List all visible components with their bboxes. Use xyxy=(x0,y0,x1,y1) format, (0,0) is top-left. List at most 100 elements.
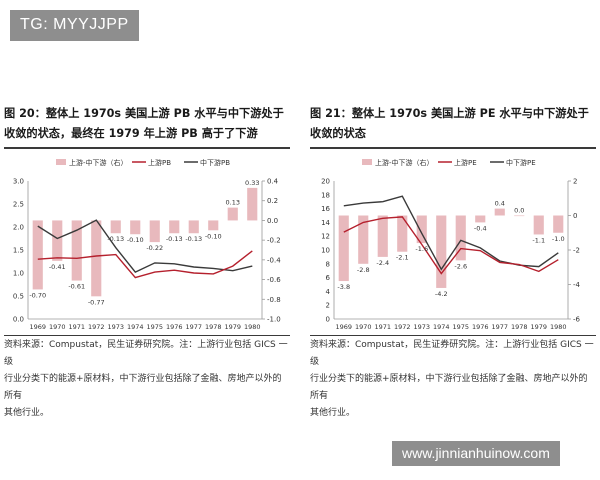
left-axis-tick-label: 4 xyxy=(326,288,331,296)
title-rule xyxy=(310,147,596,149)
bar xyxy=(377,215,388,257)
x-axis-tick-label: 1976 xyxy=(166,323,183,331)
legend-swatch-bar xyxy=(56,159,66,165)
bar-data-label: 0.4 xyxy=(495,200,505,208)
x-axis-tick-label: 1977 xyxy=(491,323,508,331)
bar-data-label: -2.4 xyxy=(376,259,389,267)
source-line3: 其他行业。 xyxy=(310,408,356,418)
bar-data-label: -2.1 xyxy=(396,254,409,262)
bar xyxy=(71,220,82,281)
x-axis-tick-label: 1973 xyxy=(107,323,124,331)
left-axis-tick-label: 18 xyxy=(321,191,330,199)
x-axis-tick-label: 1978 xyxy=(205,323,222,331)
left-axis-tick-label: 10 xyxy=(321,247,330,255)
bar xyxy=(338,215,349,282)
bar xyxy=(52,220,63,261)
series-line-upstream xyxy=(343,216,559,275)
x-axis-tick-label: 1969 xyxy=(29,323,46,331)
bar xyxy=(208,220,219,231)
figure-20-panel: 图 20：整体上 1970s 美国上游 PB 水平与中下游处于 收敛的状态，最终… xyxy=(4,104,290,422)
bar-data-label: -1.1 xyxy=(532,236,545,244)
bar-data-label: -3.8 xyxy=(337,283,350,291)
x-axis-tick-label: 1971 xyxy=(68,323,85,331)
x-axis-tick-label: 1971 xyxy=(374,323,391,331)
series-line-downstream xyxy=(37,219,253,273)
left-axis-tick-label: 2.0 xyxy=(13,224,24,232)
bar-data-label: 0.13 xyxy=(226,199,240,207)
bar-data-label: -4.2 xyxy=(435,290,448,298)
bar xyxy=(553,215,564,233)
bar-data-label: -0.4 xyxy=(474,224,487,232)
source-line3: 其他行业。 xyxy=(4,408,50,418)
bar-data-label: -0.61 xyxy=(68,283,85,291)
pe-chart: 上游-中下游（右） 上游PE 中下游PE02468101214161820-6-4-… xyxy=(321,158,581,331)
right-axis-tick-label: 0 xyxy=(573,212,577,220)
x-axis-tick-label: 1975 xyxy=(146,323,163,331)
series-line-upstream xyxy=(37,250,253,279)
bar-data-label: -1.6 xyxy=(415,245,428,253)
legend-label-upstream: 上游PB xyxy=(148,158,171,167)
left-axis-tick-label: 8 xyxy=(326,260,330,268)
right-axis-tick-label: -0.4 xyxy=(267,256,281,264)
bar-data-label: -0.13 xyxy=(166,235,183,243)
legend-label-upstream: 上游PE xyxy=(454,158,477,167)
x-axis-tick-label: 1974 xyxy=(433,323,450,331)
legend-swatch-bar xyxy=(362,159,372,165)
left-axis-tick-label: 14 xyxy=(321,219,330,227)
source-line2: 行业分类下的能源+原材料，中下游行业包括除了金融、房地产以外的所有 xyxy=(310,374,588,401)
right-axis-tick-label: -6 xyxy=(573,316,581,324)
x-axis-tick-label: 1969 xyxy=(335,323,352,331)
bar xyxy=(110,220,121,234)
x-axis-tick-label: 1973 xyxy=(413,323,430,331)
left-axis-tick-label: 0.5 xyxy=(13,293,24,301)
x-axis-tick-label: 1977 xyxy=(185,323,202,331)
figure-title-line1: 图 20：整体上 1970s 美国上游 PB 水平与中下游处于 xyxy=(4,107,284,120)
title-rule xyxy=(4,147,290,149)
source-note: 资料来源：Compustat，民生证券研究院。注：上游行业包括 GICS 一级 … xyxy=(4,337,290,422)
left-axis-tick-label: 16 xyxy=(321,205,330,213)
source-rule xyxy=(4,335,290,336)
x-axis-tick-label: 1972 xyxy=(394,323,411,331)
bar xyxy=(169,220,180,234)
bar xyxy=(533,215,544,235)
x-axis-tick-label: 1979 xyxy=(224,323,241,331)
bar xyxy=(188,220,199,234)
bar xyxy=(130,220,141,235)
x-axis-tick-label: 1980 xyxy=(244,323,261,331)
right-axis-tick-label: -1.0 xyxy=(267,316,281,324)
bar xyxy=(32,220,43,290)
source-line2: 行业分类下的能源+原材料，中下游行业包括除了金融、房地产以外的所有 xyxy=(4,374,282,401)
left-axis-tick-label: 6 xyxy=(326,274,331,282)
x-axis-tick-label: 1970 xyxy=(49,323,66,331)
bar xyxy=(514,215,525,217)
bar-data-label: -0.41 xyxy=(49,263,66,271)
watermark-bottom: www.jinnianhuinow.com xyxy=(392,441,560,466)
left-axis-tick-label: 0.0 xyxy=(13,316,24,324)
bar xyxy=(494,208,505,216)
bar xyxy=(436,215,447,288)
bar-data-label: -0.13 xyxy=(185,235,202,243)
left-axis-tick-label: 20 xyxy=(321,178,330,186)
bar-data-label: -0.70 xyxy=(29,291,46,299)
bar xyxy=(149,220,160,243)
bar xyxy=(91,220,102,297)
bar xyxy=(247,187,258,221)
x-axis-tick-label: 1974 xyxy=(127,323,144,331)
bar-data-label: -0.22 xyxy=(146,244,163,252)
bar xyxy=(397,215,408,252)
bar-data-label: -2.8 xyxy=(357,266,370,274)
figure-title-line2: 收敛的状态，最终在 1979 年上游 PB 高于了下游 xyxy=(4,127,258,140)
left-axis-tick-label: 1.5 xyxy=(13,247,24,255)
bar xyxy=(227,207,238,221)
right-axis-tick-label: 2 xyxy=(573,178,577,186)
right-axis-tick-label: 0.4 xyxy=(267,178,279,186)
bar xyxy=(358,215,369,264)
bar xyxy=(416,215,427,244)
x-axis-tick-label: 1979 xyxy=(530,323,547,331)
source-line1: 资料来源：Compustat，民生证券研究院。注：上游行业包括 GICS 一级 xyxy=(4,340,288,367)
bar xyxy=(455,215,466,261)
right-axis-tick-label: -0.2 xyxy=(267,237,281,245)
right-axis-tick-label: 0.2 xyxy=(267,197,278,205)
bar-data-label: -1.0 xyxy=(552,235,565,243)
x-axis-tick-label: 1976 xyxy=(472,323,489,331)
